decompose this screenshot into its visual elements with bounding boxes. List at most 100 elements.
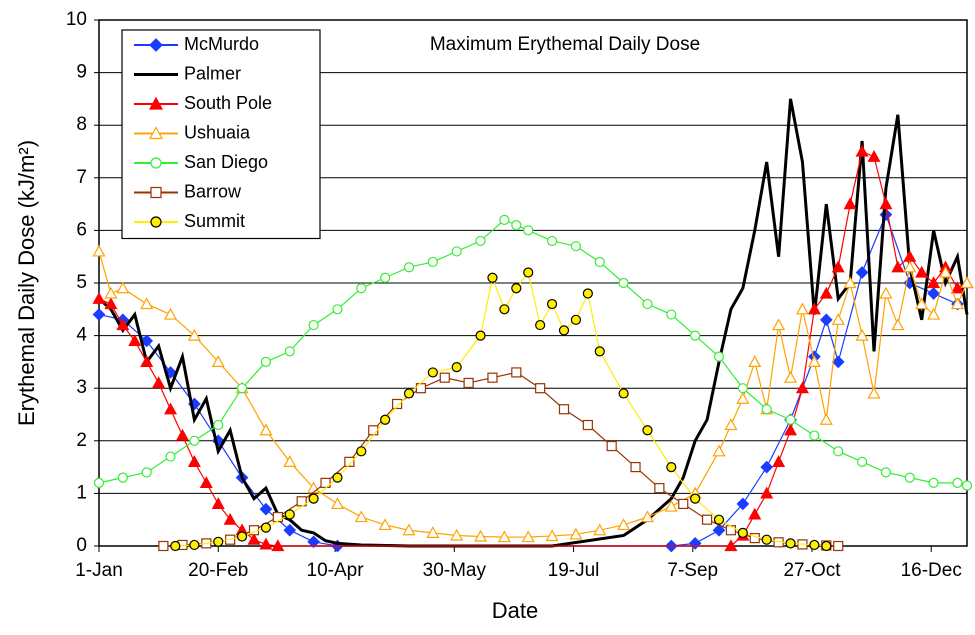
marker (582, 288, 593, 299)
marker (474, 529, 488, 542)
marker (236, 531, 248, 542)
marker (748, 507, 762, 520)
marker (558, 325, 570, 336)
marker (165, 451, 176, 462)
marker (535, 383, 546, 394)
marker (307, 535, 320, 549)
marker (511, 220, 522, 231)
marker (558, 404, 570, 415)
y-tick-label: 7 (76, 167, 87, 188)
y-tick-label: 3 (76, 377, 87, 398)
marker (819, 286, 833, 299)
x-tick-label: 19-Jul (548, 560, 600, 581)
x-axis-label: Date (492, 598, 538, 623)
marker (426, 526, 440, 538)
y-tick-label: 10 (66, 9, 87, 30)
y-tick-label: 1 (76, 482, 87, 503)
marker (260, 522, 272, 533)
marker (150, 186, 162, 199)
marker (259, 423, 273, 436)
marker (332, 472, 343, 483)
marker (593, 523, 607, 536)
marker (960, 276, 974, 289)
marker (150, 216, 162, 228)
marker (427, 367, 438, 378)
marker (450, 528, 464, 541)
marker (439, 372, 450, 383)
legend-label: Summit (184, 211, 245, 231)
marker (570, 241, 582, 252)
legend-label: South Pole (184, 93, 272, 113)
marker (93, 477, 105, 488)
marker (189, 435, 200, 446)
legend-label: McMurdo (184, 34, 259, 54)
marker (427, 256, 438, 268)
marker (523, 267, 534, 278)
marker (618, 388, 629, 399)
marker (283, 455, 297, 467)
y-tick-label: 5 (76, 272, 87, 293)
marker (690, 330, 701, 341)
series-line (163, 371, 839, 547)
marker (688, 537, 702, 550)
marker (247, 532, 261, 545)
marker (807, 302, 821, 315)
marker (855, 144, 869, 157)
x-tick-label: 20-Feb (188, 560, 248, 581)
marker (158, 540, 169, 552)
marker (915, 265, 929, 278)
marker (701, 514, 713, 525)
marker (104, 286, 118, 299)
legend-label: Palmer (184, 63, 241, 83)
marker (903, 249, 917, 262)
marker (511, 283, 522, 294)
marker (678, 498, 689, 510)
marker (284, 509, 295, 520)
marker (630, 462, 641, 473)
marker (617, 518, 631, 531)
marker (772, 455, 786, 467)
marker (569, 527, 583, 540)
marker (284, 346, 295, 357)
marker (927, 276, 941, 289)
marker (843, 197, 857, 210)
marker (236, 383, 248, 394)
marker (879, 286, 893, 299)
marker (356, 283, 367, 294)
marker (330, 497, 344, 510)
marker (391, 398, 403, 410)
marker (833, 446, 844, 457)
marker (903, 260, 917, 273)
marker (737, 383, 748, 394)
marker (928, 477, 939, 488)
marker (211, 497, 225, 510)
marker (712, 523, 726, 537)
marker (594, 346, 605, 357)
marker (821, 540, 832, 552)
marker (664, 499, 678, 512)
marker (308, 319, 319, 331)
marker (761, 534, 772, 545)
x-tick-label: 1-Jan (75, 560, 123, 581)
marker (308, 493, 319, 504)
legend-label: San Diego (184, 152, 268, 172)
marker (148, 126, 164, 140)
marker (140, 334, 154, 348)
marker (761, 404, 772, 415)
marker (199, 476, 213, 488)
marker (724, 418, 738, 431)
x-tick-label: 30-May (423, 560, 487, 581)
marker (545, 529, 559, 542)
marker (904, 472, 915, 483)
marker (748, 355, 762, 367)
marker (378, 518, 392, 531)
marker (259, 502, 273, 516)
legend-label: Barrow (184, 181, 242, 201)
marker (92, 292, 106, 304)
marker (140, 355, 154, 367)
marker (104, 297, 118, 310)
marker (403, 388, 415, 399)
marker (795, 302, 809, 315)
marker (891, 260, 905, 273)
series (170, 267, 832, 552)
